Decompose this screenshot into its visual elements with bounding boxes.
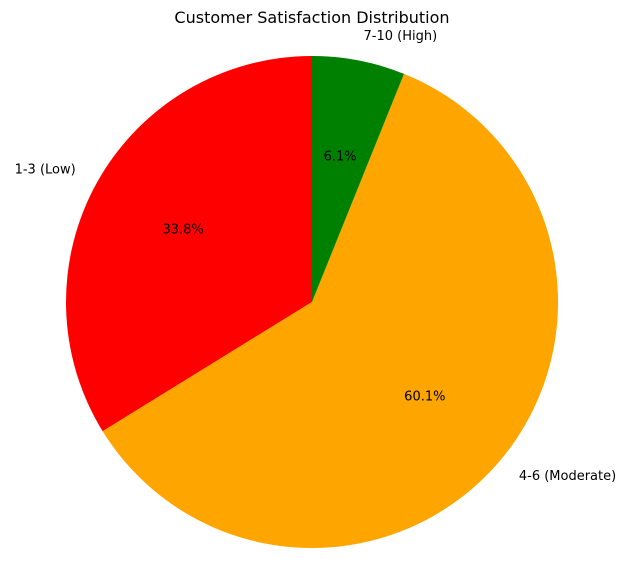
slice-percent-label: 6.1% bbox=[324, 150, 357, 165]
slice-label: 1-3 (Low) bbox=[15, 163, 76, 178]
pie-slice bbox=[312, 56, 404, 302]
slice-label: 4-6 (Moderate) bbox=[519, 469, 616, 484]
chart-title: Customer Satisfaction Distribution bbox=[174, 8, 449, 27]
slice-percent-label: 33.8% bbox=[162, 223, 203, 238]
pie-slices bbox=[66, 56, 559, 549]
pie-slice bbox=[102, 73, 559, 549]
pie-labels: 1-3 (Low) 33.8% 4-6 (Moderate) 60.1% 7-10 (H… bbox=[15, 29, 617, 484]
slice-percent-label: 60.1% bbox=[404, 390, 445, 405]
pie-slice bbox=[66, 56, 313, 432]
slice-label: 7-10 (High) bbox=[364, 29, 438, 44]
